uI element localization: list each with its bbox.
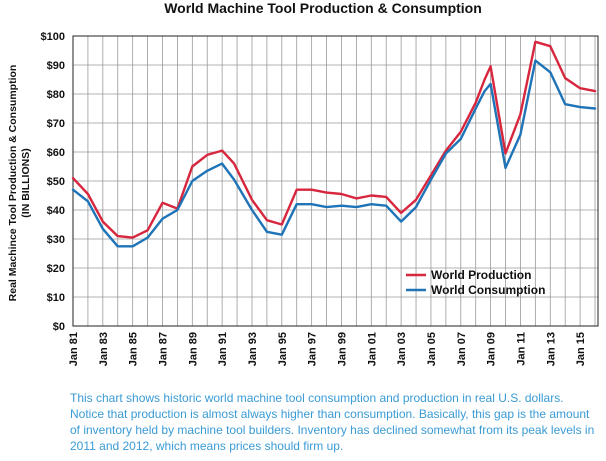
x-tick-label: Jan 13 bbox=[545, 332, 557, 366]
y-tick-label: $60 bbox=[47, 147, 65, 159]
x-tick-label: Jan 81 bbox=[68, 332, 80, 366]
y-tick-label: $80 bbox=[47, 89, 65, 101]
x-tick-label: Jan 03 bbox=[396, 332, 408, 366]
y-tick-label: $100 bbox=[41, 31, 65, 43]
legend-label-production: World Production bbox=[431, 268, 531, 282]
y-axis-label-line-1: Real Machince Tool Production & Consumpt… bbox=[7, 65, 19, 302]
y-tick-label: $70 bbox=[47, 118, 65, 130]
y-tick-label: $0 bbox=[53, 321, 65, 333]
x-tick-label: Jan 93 bbox=[247, 332, 259, 366]
chart-title: World Machine Tool Production & Consumpt… bbox=[164, 0, 482, 16]
y-axis-label: Real Machince Tool Production & Consumpt… bbox=[7, 65, 32, 302]
x-tick-label: Jan 91 bbox=[217, 332, 229, 366]
x-tick-label: Jan 97 bbox=[307, 332, 319, 366]
x-tick-label: Jan 95 bbox=[277, 332, 289, 366]
y-tick-label: $40 bbox=[47, 205, 65, 217]
y-tick-label: $50 bbox=[47, 176, 65, 188]
plot-frame bbox=[72, 35, 599, 327]
x-tick-label: Jan 09 bbox=[486, 332, 498, 366]
x-tick-label: Jan 87 bbox=[157, 332, 169, 366]
y-axis-label-line-2: (IN BILLIONS) bbox=[20, 148, 32, 217]
series-lines bbox=[71, 40, 597, 248]
x-tick-label: Jan 11 bbox=[515, 332, 527, 366]
legend-label-consumption: World Consumption bbox=[431, 283, 545, 297]
y-tick-label: $20 bbox=[47, 263, 65, 275]
x-tick-label: Jan 85 bbox=[128, 332, 140, 366]
x-tick-label: Jan 15 bbox=[575, 332, 587, 366]
series-line-production bbox=[71, 40, 597, 239]
x-tick-label: Jan 89 bbox=[187, 332, 199, 366]
y-tick-label: $90 bbox=[47, 60, 65, 72]
chart-caption: This chart shows historic world machine … bbox=[70, 391, 595, 453]
x-axis-ticks: Jan 81 Jan 83 Jan 85 Jan 87 Jan 89 Jan 91 Jan … bbox=[68, 332, 587, 366]
series-line-consumption bbox=[71, 59, 597, 248]
chart: World Machine Tool Production & Consumpt… bbox=[7, 0, 599, 366]
y-axis-ticks: $0 $10 $20 $30 $40 $50 $60 $70 $80 $90 $100 bbox=[41, 31, 65, 333]
x-tick-label: Jan 05 bbox=[426, 332, 438, 366]
x-tick-label: Jan 07 bbox=[456, 332, 468, 366]
y-tick-label: $30 bbox=[47, 234, 65, 246]
x-tick-label: Jan 83 bbox=[98, 332, 110, 366]
x-tick-label: Jan 99 bbox=[336, 332, 348, 366]
legend: World Production World Consumption bbox=[406, 268, 545, 297]
x-tick-label: Jan 01 bbox=[366, 332, 378, 366]
y-tick-label: $10 bbox=[47, 292, 65, 304]
